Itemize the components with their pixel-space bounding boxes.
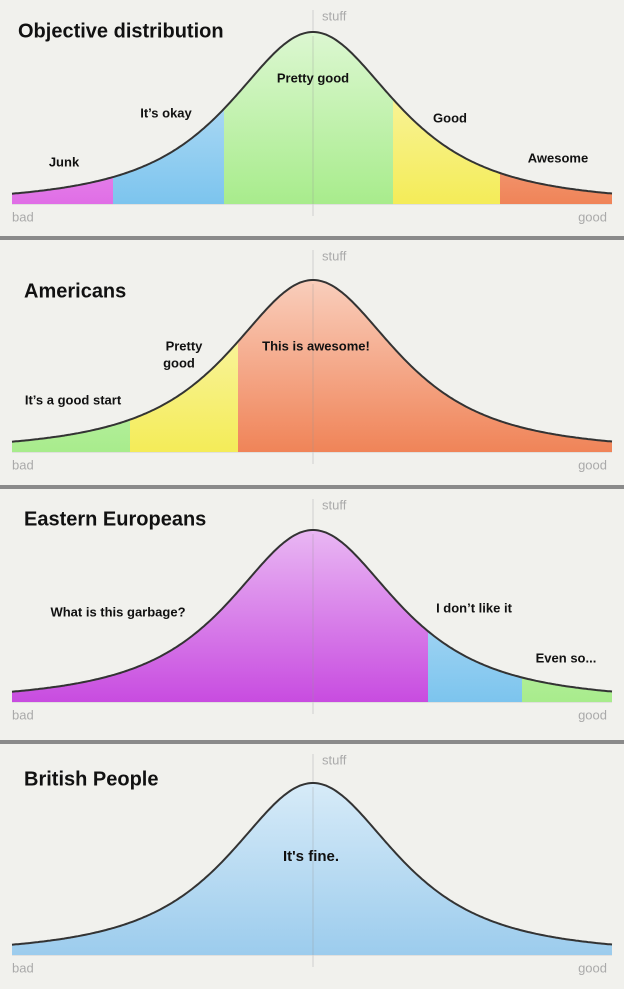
region-label: Pretty good <box>277 70 349 85</box>
y-axis-label: stuff <box>322 752 347 767</box>
region <box>238 280 612 452</box>
x-max-label: good <box>578 960 607 975</box>
panel-title: Eastern Europeans <box>24 508 206 530</box>
region <box>500 173 612 204</box>
x-min-label: bad <box>12 209 34 224</box>
y-axis-label: stuff <box>322 497 347 512</box>
region-label: It’s okay <box>140 105 192 120</box>
separator <box>0 740 624 744</box>
y-axis-label: stuff <box>322 8 347 23</box>
region <box>12 530 428 702</box>
region-label: What is this garbage? <box>50 604 185 619</box>
region <box>130 341 238 452</box>
region <box>522 677 612 702</box>
y-axis-label: stuff <box>322 248 347 263</box>
panel-title: British People <box>24 768 158 790</box>
region-label: Junk <box>49 154 80 169</box>
panel-title: Objective distribution <box>18 20 224 42</box>
region-label: Pretty <box>166 338 204 353</box>
x-min-label: bad <box>12 960 34 975</box>
curve <box>11 529 613 693</box>
separator <box>0 485 624 489</box>
x-min-label: bad <box>12 457 34 472</box>
x-max-label: good <box>578 707 607 722</box>
region-label: It’s a good start <box>25 392 122 407</box>
region-label: Good <box>433 110 467 125</box>
region-label: good <box>163 355 195 370</box>
region-label: Awesome <box>528 150 588 165</box>
region-label: I don’t like it <box>436 600 513 615</box>
region-label: Even so... <box>536 650 597 665</box>
curve <box>11 31 613 195</box>
curve <box>11 279 613 443</box>
region-label: It's fine. <box>283 848 339 865</box>
region <box>12 419 130 452</box>
x-min-label: bad <box>12 707 34 722</box>
region <box>393 99 500 204</box>
separator <box>0 236 624 240</box>
panel-title: Americans <box>24 280 126 302</box>
region <box>224 32 393 204</box>
curve <box>11 782 613 946</box>
x-max-label: good <box>578 209 607 224</box>
region-label: This is awesome! <box>262 338 370 353</box>
region <box>113 108 224 204</box>
x-max-label: good <box>578 457 607 472</box>
region <box>12 783 612 955</box>
